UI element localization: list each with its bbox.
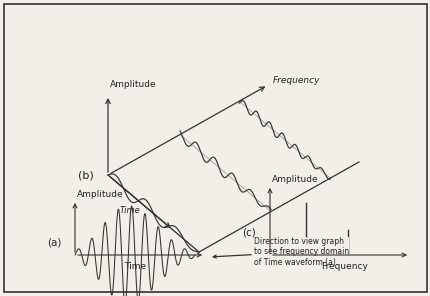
Text: Amplitude: Amplitude (271, 175, 318, 184)
Text: Time: Time (124, 262, 146, 271)
Text: Time: Time (120, 205, 141, 215)
Text: Frequency: Frequency (272, 76, 320, 85)
Text: Frequency: Frequency (321, 262, 368, 271)
Text: (b): (b) (78, 170, 94, 180)
Text: (c): (c) (241, 227, 255, 237)
Text: (a): (a) (47, 237, 61, 247)
Text: Amplitude: Amplitude (77, 190, 123, 199)
FancyBboxPatch shape (4, 4, 426, 292)
Text: Amplitude: Amplitude (110, 80, 156, 89)
Text: Direction to view graph
to see frequency domain
of Time waveform (a).: Direction to view graph to see frequency… (213, 237, 348, 267)
